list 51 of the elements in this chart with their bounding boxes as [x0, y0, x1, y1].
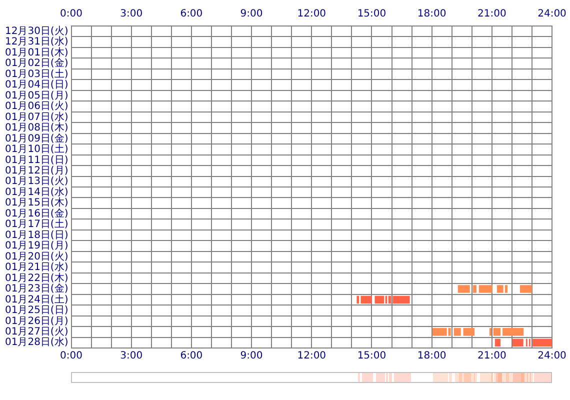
y-tick-label: 01月28日(水)	[4, 336, 68, 348]
x2-tick-label: 12:00	[297, 8, 326, 20]
y-tick-label: 01月05日(月)	[4, 90, 68, 102]
y-tick-label: 01月07日(水)	[4, 110, 68, 123]
x-tick-label: 15:00	[357, 350, 386, 362]
bar	[520, 285, 532, 293]
y-tick-label: 01月01日(木)	[4, 46, 68, 58]
y-tick-label: 01月23日(金)	[4, 282, 68, 295]
y-tick-label: 01月02日(金)	[4, 57, 68, 70]
x-tick-label: 12:00	[297, 350, 326, 362]
y-tick-label: 01月03日(土)	[4, 68, 68, 80]
x2-tick-label: 24:00	[538, 8, 566, 20]
y-tick-label: 01月06日(火)	[4, 100, 68, 112]
x2-tick-label: 6:00	[180, 8, 203, 20]
y-tick-label: 01月27日(火)	[4, 325, 68, 338]
bar	[493, 328, 501, 336]
x-tick-label: 24:00	[538, 350, 566, 362]
y-tick-label: 12月30日(火)	[4, 24, 68, 37]
y-tick-label: 01月04日(日)	[4, 80, 68, 91]
y-tick-label: 01月17日(土)	[4, 218, 68, 230]
y-tick-label: 01月18日(日)	[4, 230, 68, 241]
y-tick-label: 01月12日(月)	[4, 165, 68, 176]
x2-tick-label: 0:00	[60, 8, 82, 20]
y-tick-label: 01月24日(土)	[4, 293, 68, 306]
y-tick-label: 01月25日(日)	[4, 305, 68, 316]
y-tick-label: 01月22日(木)	[4, 272, 68, 284]
x2-tick-label: 9:00	[240, 8, 263, 20]
x-tick-label: 3:00	[120, 350, 143, 362]
bar	[502, 328, 524, 336]
x-tick-label: 0:00	[60, 350, 82, 362]
x2-tick-label: 3:00	[120, 8, 143, 20]
x-tick-label: 21:00	[477, 350, 506, 362]
y-tick-label: 01月13日(火)	[4, 175, 68, 188]
y-tick-label: 01月15日(木)	[4, 196, 68, 209]
y-tick-label: 01月09日(金)	[4, 132, 68, 144]
x2-tick-label: 18:00	[417, 8, 446, 20]
y-tick-label: 01月26日(月)	[4, 316, 68, 327]
y-tick-label: 01月10日(土)	[4, 143, 68, 156]
x2-tick-label: 21:00	[477, 8, 506, 20]
y-tick-label: 01月16日(金)	[4, 207, 68, 220]
x-tick-label: 18:00	[417, 350, 446, 362]
y-tick-label: 01月20日(火)	[4, 250, 68, 262]
x-tick-label: 6:00	[180, 350, 203, 362]
y-tick-label: 01月14日(水)	[4, 186, 68, 198]
x-tick-label: 9:00	[240, 350, 263, 362]
y-tick-label: 01月21日(水)	[4, 261, 68, 274]
y-tick-label: 01月19日(月)	[4, 240, 68, 252]
y-tick-label: 01月11日(日)	[4, 154, 68, 166]
y-tick-label: 12月31日(水)	[4, 36, 68, 48]
y-tick-label: 01月08日(木)	[4, 122, 68, 134]
x2-tick-label: 15:00	[357, 8, 386, 20]
